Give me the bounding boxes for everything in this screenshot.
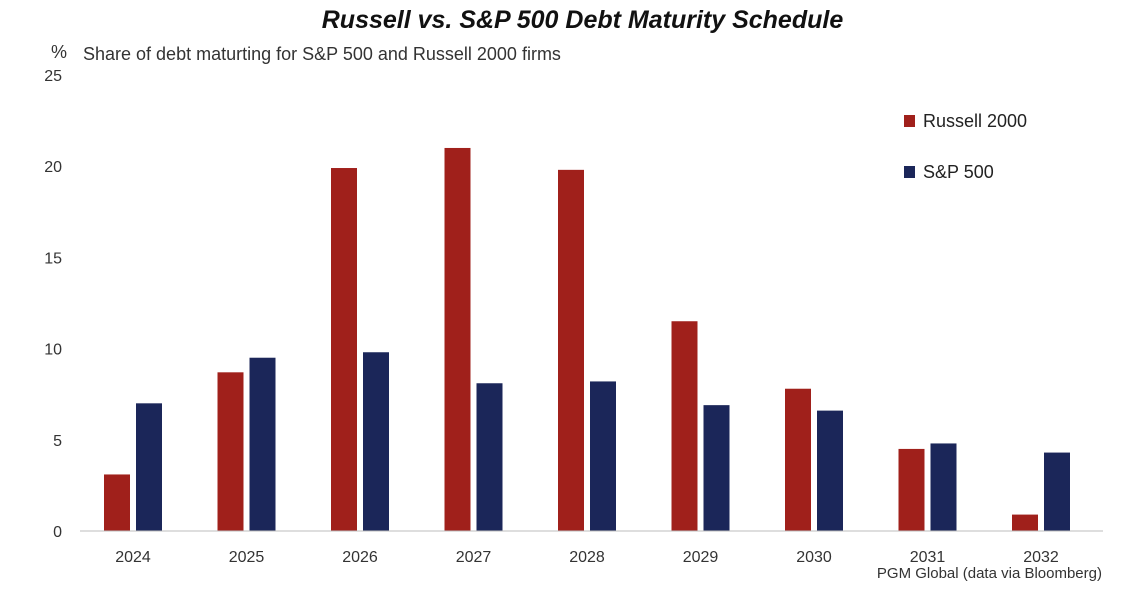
bar-russell-2027 [444, 147, 471, 531]
x-tick-label: 2028 [569, 549, 605, 566]
bar-sp500-2030 [817, 410, 843, 531]
y-tick-label: 0 [53, 524, 62, 541]
x-tick-label: 2031 [910, 549, 946, 566]
x-tick-label: 2025 [229, 549, 265, 566]
x-axis-ticks: 2024 2025 2026 2027 2028 2029 2030 2031 2032 [115, 549, 1059, 566]
bar-sp500-2029 [703, 405, 730, 531]
bar-russell-2025 [217, 372, 244, 531]
y-tick-label: 20 [44, 159, 62, 176]
x-tick-label: 2032 [1023, 549, 1059, 566]
x-tick-label: 2027 [456, 549, 492, 566]
x-tick-label: 2030 [796, 549, 832, 566]
source-note: PGM Global (data via Bloomberg) [876, 565, 1102, 582]
y-axis-unit: % [51, 42, 68, 62]
bar-russell-2029 [671, 321, 698, 531]
legend-swatch [904, 115, 915, 127]
bar-russell-2026 [331, 168, 357, 532]
bar-russell-2030 [785, 388, 811, 531]
chart-title: Russell vs. S&P 500 Debt Maturity Schedu… [321, 6, 844, 34]
y-tick-label: 15 [44, 250, 62, 267]
bar-russell-2031 [898, 448, 925, 531]
legend-label: S&P 500 [923, 162, 994, 182]
bars-group [104, 147, 1070, 532]
bar-sp500-2024 [136, 403, 162, 531]
bar-sp500-2031 [930, 443, 957, 531]
bar-russell-2024 [104, 474, 130, 531]
bar-sp500-2028 [590, 381, 616, 531]
x-tick-label: 2026 [342, 549, 378, 566]
x-tick-label: 2024 [115, 549, 151, 566]
y-tick-label: 10 [44, 342, 62, 359]
legend-label: Russell 2000 [923, 111, 1027, 131]
y-axis-ticks: 0 5 10 15 20 25 [44, 68, 62, 541]
y-tick-label: 25 [44, 68, 62, 85]
bar-russell-2032 [1012, 514, 1038, 531]
bar-sp500-2027 [476, 383, 503, 531]
chart-subtitle: Share of debt maturting for S&P 500 and … [83, 44, 561, 64]
bar-sp500-2026 [363, 352, 389, 531]
legend-swatch [904, 166, 915, 178]
bar-sp500-2032 [1044, 452, 1070, 531]
x-tick-label: 2029 [683, 549, 719, 566]
legend: Russell 2000 S&P 500 [904, 111, 1027, 182]
bar-russell-2028 [558, 169, 584, 531]
y-tick-label: 5 [53, 433, 62, 450]
bar-sp500-2025 [249, 357, 276, 531]
